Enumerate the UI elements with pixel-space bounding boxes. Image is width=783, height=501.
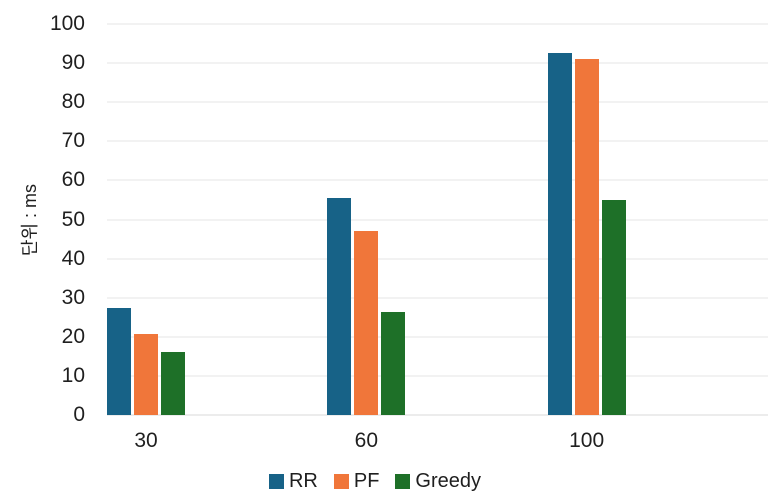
gridline-y-100 [107,23,768,25]
legend-label: PF [353,470,380,492]
y-tick-label-70: 70 [61,129,85,153]
gridline-y-70 [107,140,768,143]
bar-pf-60 [354,231,379,415]
legend-item-pf: PF [333,470,380,492]
legend-item-rr: RR [268,470,318,492]
gridline-y-80 [107,101,768,104]
y-tick-label-80: 80 [61,90,85,114]
legend-swatch-icon [268,473,284,489]
x-tick-label-30: 30 [134,429,158,452]
gridline-y-60 [107,179,768,182]
y-tick-label-10: 10 [61,363,85,387]
gridline-y-20 [107,335,768,338]
legend-label: RR [288,470,318,492]
y-tick-label-100: 100 [49,12,85,35]
y-tick-label-20: 20 [61,324,85,348]
bar-greedy-30 [161,351,185,415]
bar-rr-100 [547,53,572,415]
bar-pf-100 [574,59,599,415]
gridline-y-40 [107,257,768,260]
plot-area [107,23,768,416]
legend: RR PF Greedy [0,470,750,492]
gridline-y-90 [107,62,768,65]
legend-label: Greedy [415,470,482,492]
gridline-y-0 [107,414,768,416]
y-tick-label-0: 0 [73,403,85,426]
x-tick-label-100: 100 [569,429,605,452]
y-tick-label-40: 40 [61,246,85,270]
y-tick-label-60: 60 [61,168,85,192]
bar-pf-30 [134,333,158,415]
x-tick-label-60: 60 [354,429,378,452]
y-tick-label-50: 50 [61,207,85,231]
bar-greedy-60 [381,311,406,415]
gridline-y-10 [107,374,768,377]
gridline-y-50 [107,218,768,221]
legend-swatch-icon [395,473,411,489]
y-tick-label-30: 30 [61,285,85,309]
legend-item-greedy: Greedy [395,470,481,492]
bar-rr-30 [107,308,131,415]
bar-rr-60 [327,198,352,415]
legend-swatch-icon [333,473,349,489]
gridline-y-30 [107,296,768,299]
y-tick-label-90: 90 [61,51,85,75]
bar-greedy-100 [601,199,626,415]
